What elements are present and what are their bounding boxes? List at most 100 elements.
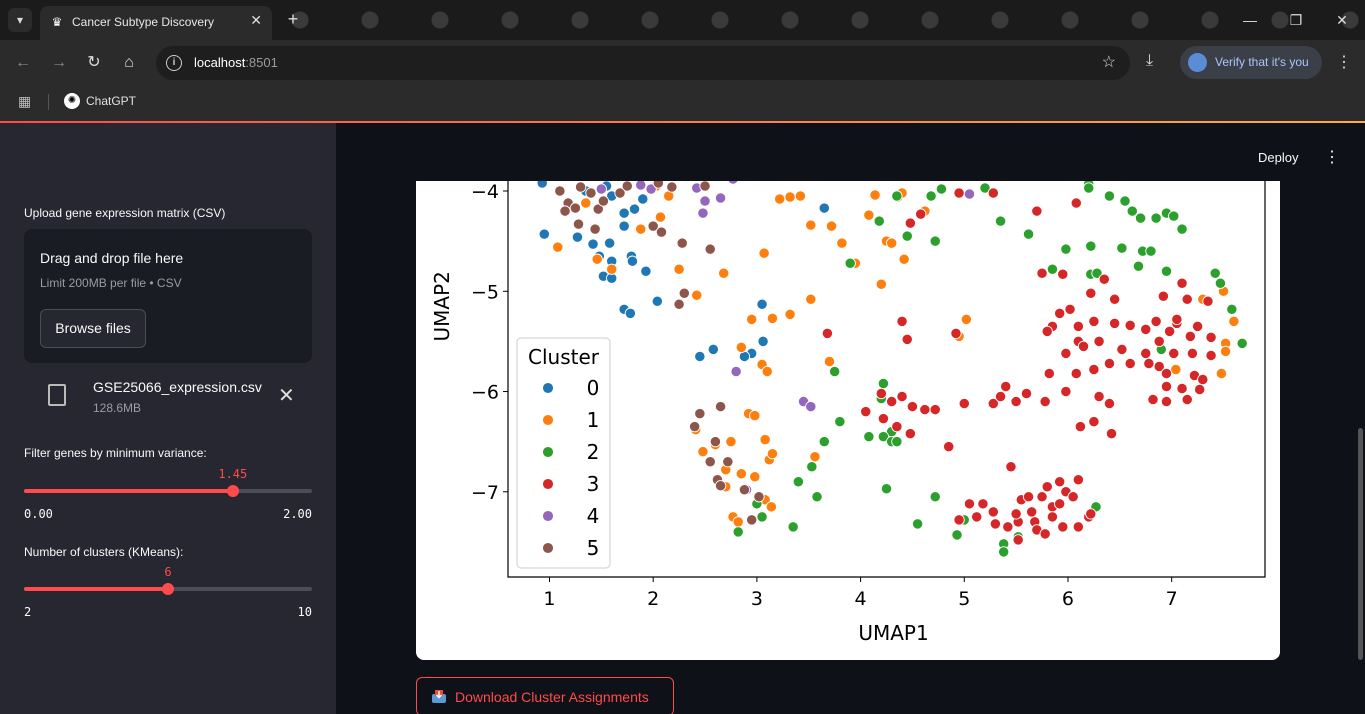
browser-tab-strip: ▾ ♛ Cancer Subtype Discovery ✕ + — ❐ ✕ (0, 0, 1365, 40)
scatter-point-cluster-0 (694, 350, 706, 363)
scatter-point-cluster-1 (774, 193, 786, 205)
downloads-icon[interactable]: ⤓ (1146, 52, 1154, 69)
deploy-button[interactable]: Deploy (1258, 150, 1299, 165)
scatter-point-cluster-3 (963, 498, 976, 510)
clusters-slider[interactable]: 6 2 10 (24, 551, 312, 619)
download-cluster-assignments-button[interactable]: Download Cluster Assignments (416, 677, 674, 714)
app-menu-icon[interactable]: ⋮ (1324, 149, 1340, 166)
scatter-point-cluster-5 (676, 237, 688, 249)
scatter-point-cluster-5 (709, 436, 722, 448)
scatter-point-cluster-3 (1060, 385, 1072, 398)
scatter-point-cluster-0 (571, 231, 584, 243)
scatter-point-cluster-1 (606, 263, 618, 275)
scatter-point-cluster-5 (585, 187, 597, 199)
scatter-point-cluster-3 (1010, 395, 1022, 408)
umap-plot-card: 1 2 3 4 5 6 7 −4 −5 −6 −7 UMAP1 UMAP2 Cluster 0 1 2 3 4 5 (416, 181, 1280, 660)
scatter-point-cluster-2 (877, 377, 890, 390)
variance-slider[interactable]: 1.45 0.00 2.00 (24, 453, 312, 521)
forward-icon[interactable]: → (51, 54, 67, 71)
scrollbar[interactable] (1358, 428, 1363, 660)
legend-marker-cluster-4 (542, 510, 554, 522)
legend-marker-cluster-0 (542, 382, 554, 394)
scatter-point-cluster-2 (925, 190, 937, 202)
scatter-point-cluster-3 (987, 187, 999, 199)
scatter-point-cluster-1 (1228, 315, 1240, 328)
scatter-point-cluster-3 (1124, 357, 1136, 370)
scatter-point-cluster-5 (621, 181, 633, 192)
scatter-point-cluster-2 (1150, 212, 1162, 224)
remove-file-icon[interactable]: ✕ (278, 385, 295, 407)
scatter-point-cluster-1 (691, 289, 703, 301)
scatter-point-cluster-3 (906, 400, 919, 413)
scatter-point-cluster-3 (994, 390, 1007, 403)
file-icon (48, 384, 66, 406)
scatter-point-cluster-5 (753, 491, 765, 503)
scatter-point-cluster-3 (1088, 315, 1100, 328)
reload-icon[interactable]: ↻ (87, 54, 101, 71)
verify-identity-button[interactable]: Verify that it's you (1180, 46, 1322, 79)
scatter-point-cluster-2 (818, 436, 830, 448)
scatter-point-cluster-3 (950, 327, 962, 340)
scatter-point-cluster-0 (756, 298, 768, 310)
scatter-point-cluster-3 (1077, 340, 1090, 353)
scatter-point-cluster-1 (552, 241, 564, 253)
legend-label-cluster-4: 4 (587, 504, 600, 528)
address-bar[interactable]: i localhost:8501 ☆ (156, 46, 1130, 80)
scatter-point-cluster-2 (979, 182, 991, 194)
scatter-point-cluster-2 (844, 257, 856, 269)
scatter-point-cluster-2 (1126, 205, 1138, 217)
scatter-point-cluster-1 (580, 197, 592, 209)
x-tick-label: 1 (543, 588, 555, 610)
home-icon[interactable]: ⌂ (124, 54, 134, 71)
scatter-point-cluster-3 (958, 397, 970, 410)
tab-close-icon[interactable]: ✕ (250, 12, 262, 28)
apps-grid-icon[interactable]: ▦ (18, 93, 32, 109)
scatter-point-cluster-2 (911, 518, 924, 530)
browser-menu-icon[interactable]: ⋮ (1336, 54, 1352, 71)
scatter-point-cluster-3 (943, 441, 955, 453)
scatter-point-cluster-3 (1205, 331, 1217, 344)
scatter-point-cluster-1 (654, 211, 667, 223)
scatter-point-cluster-2 (1145, 245, 1157, 257)
scatter-point-cluster-0 (587, 238, 599, 250)
scatter-point-cluster-3 (987, 397, 999, 410)
scatter-point-cluster-5 (738, 484, 751, 496)
browse-files-button[interactable]: Browse files (40, 309, 146, 348)
scatter-point-cluster-3 (1181, 293, 1193, 305)
minimize-icon[interactable]: — (1243, 12, 1257, 28)
legend-marker-cluster-2 (542, 446, 554, 458)
scatter-point-cluster-3 (821, 327, 834, 340)
browser-tab-active[interactable]: ♛ Cancer Subtype Discovery ✕ (40, 6, 272, 40)
scatter-point-cluster-3 (977, 498, 989, 510)
y-tick-label: −6 (471, 382, 499, 404)
scatter-point-cluster-2 (873, 215, 885, 227)
scatter-point-cluster-1 (1215, 367, 1228, 380)
scatter-point-cluster-3 (875, 387, 887, 400)
scatter-point-cluster-5 (574, 181, 587, 193)
slider-thumb[interactable] (162, 583, 174, 595)
scatter-point-cluster-0 (640, 265, 652, 277)
scatter-point-cluster-1 (869, 189, 881, 201)
scatter-point-cluster-1 (898, 253, 910, 265)
back-icon[interactable]: ← (15, 54, 31, 71)
slider-thumb[interactable] (226, 485, 239, 497)
browser-toolbar: ← → ↻ ⌂ i localhost:8501 ☆ ⤓ Verify that… (0, 40, 1365, 86)
y-tick-label: −7 (471, 482, 499, 504)
new-tab-button[interactable]: + (287, 9, 299, 29)
tab-search-button[interactable]: ▾ (8, 8, 32, 32)
scatter-point-cluster-2 (891, 190, 903, 202)
chatgpt-icon: ✺ (64, 93, 80, 109)
scatter-point-cluster-5 (559, 205, 571, 217)
scatter-point-cluster-1 (759, 434, 771, 446)
scatter-point-cluster-1 (765, 501, 778, 513)
scatter-point-cluster-1 (794, 190, 807, 202)
scatter-point-cluster-3 (1022, 491, 1035, 503)
site-info-icon[interactable]: i (166, 55, 182, 71)
restore-icon[interactable]: ❐ (1289, 12, 1303, 28)
window-close-icon[interactable]: ✕ (1336, 12, 1348, 28)
scatter-point-cluster-2 (1132, 260, 1145, 272)
scatter-point-cluster-3 (901, 333, 913, 346)
scatter-point-cluster-3 (1202, 295, 1214, 307)
bookmark-star-icon[interactable]: ☆ (1101, 54, 1116, 71)
file-dropzone[interactable]: Drag and drop file here Limit 200MB per … (24, 229, 312, 363)
